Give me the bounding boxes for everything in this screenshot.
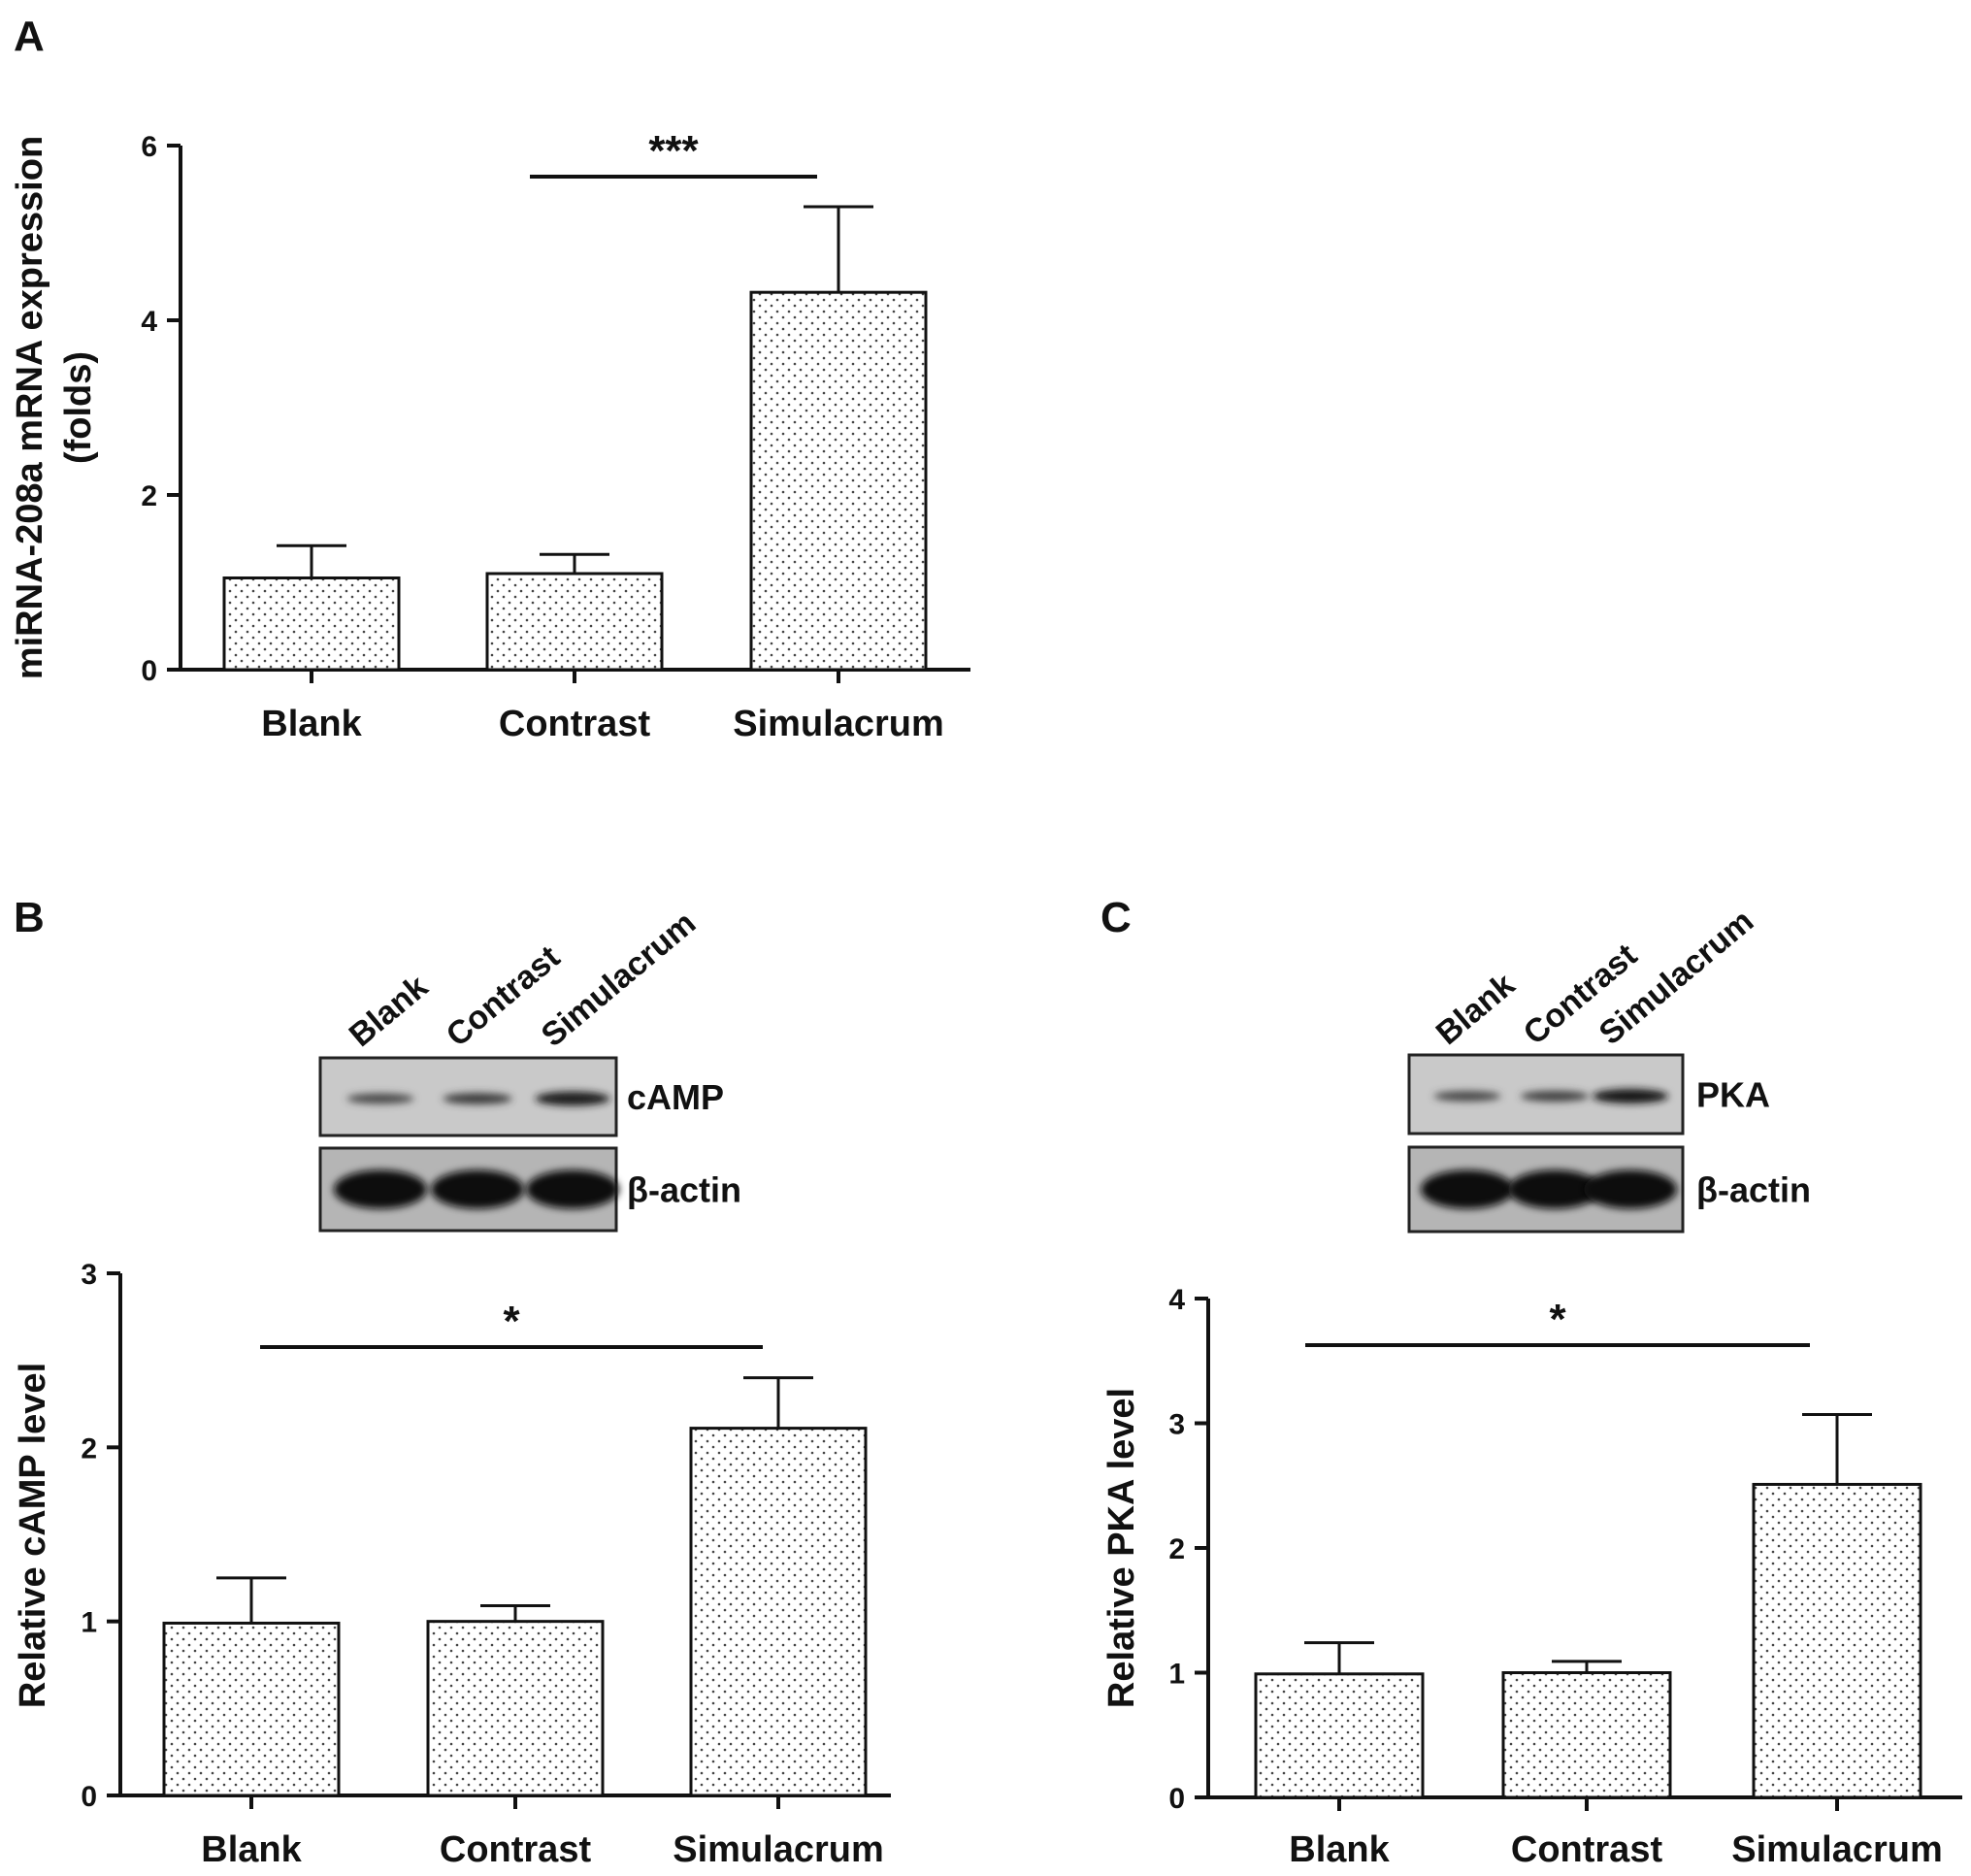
- x-category-label: Contrast: [499, 704, 651, 744]
- y-axis-label: Relative cAMP level: [13, 1363, 53, 1708]
- panel-letter-b: B: [14, 894, 45, 941]
- panel-b-chart: 0 1 2 3 Blank Contrast Simulacrum Relative cAMP…: [13, 1259, 891, 1870]
- y-tick-label: 0: [1168, 1783, 1185, 1815]
- bar-blank: [162, 1621, 341, 1797]
- bar-blank: [1254, 1672, 1425, 1799]
- blot-target-band: [443, 1093, 512, 1104]
- x-category-label: Blank: [201, 1829, 302, 1870]
- y-tick-label: 4: [141, 306, 157, 338]
- blot-lane-label: Blank: [343, 968, 435, 1054]
- blot-control-band: [334, 1169, 427, 1209]
- x-category-label: Blank: [261, 704, 362, 744]
- y-tick-label: 1: [81, 1607, 97, 1639]
- blot-target-band: [1433, 1091, 1501, 1102]
- blot-control-band: [1584, 1169, 1677, 1209]
- blot-control-band: [526, 1169, 619, 1209]
- y-tick-label: 3: [1168, 1409, 1185, 1441]
- y-tick-label: 2: [81, 1432, 97, 1465]
- significance-label: *: [1549, 1296, 1566, 1343]
- bar-blank: [222, 576, 401, 672]
- x-category-label: Simulacrum: [673, 1829, 884, 1870]
- blot-lane-label: Simulacrum: [535, 905, 704, 1054]
- x-category-label: Contrast: [1511, 1829, 1663, 1870]
- x-category-label: Blank: [1289, 1829, 1390, 1870]
- blot-target-name: cAMP: [627, 1077, 724, 1117]
- bar-contrast: [485, 572, 664, 672]
- panel-letter-a: A: [14, 13, 45, 60]
- y-tick-label: 1: [1168, 1659, 1185, 1691]
- x-category-label: Simulacrum: [1731, 1829, 1943, 1870]
- bar-simulacrum: [749, 290, 928, 672]
- blot-control-name: β-actin: [1696, 1170, 1811, 1210]
- y-axis-label: Relative PKA level: [1101, 1388, 1142, 1708]
- blot-control-name: β-actin: [627, 1170, 741, 1210]
- blot-lane-label: Blank: [1429, 966, 1522, 1052]
- panel-c-chart: 0 1 2 3 4 Blank Contrast Simulacrum Relative PKA…: [1101, 1284, 1962, 1870]
- panel-a-chart: 0 2 4 6 Blank Contrast Simulacrum miRNA-208a mR…: [10, 127, 970, 744]
- y-tick-label: 0: [141, 655, 157, 687]
- y-axis-label: miRNA-208a mRNA expression: [10, 136, 50, 679]
- y-axis-label: (folds): [58, 351, 99, 464]
- y-tick-label: 2: [141, 480, 157, 512]
- significance-label: *: [503, 1298, 520, 1345]
- blot-target-band: [1593, 1089, 1668, 1103]
- bar-simulacrum: [1752, 1482, 1922, 1799]
- bar-simulacrum: [689, 1427, 868, 1797]
- bar-contrast: [1501, 1671, 1672, 1799]
- y-tick-label: 6: [141, 131, 157, 163]
- x-category-label: Contrast: [440, 1829, 592, 1870]
- x-category-label: Simulacrum: [733, 704, 944, 744]
- blot-target-band: [346, 1093, 414, 1104]
- significance-label: ***: [648, 127, 699, 175]
- panel-letter-c: C: [1100, 894, 1132, 941]
- y-tick-label: 4: [1168, 1284, 1185, 1316]
- bar-contrast: [426, 1620, 605, 1797]
- blot-control-band: [431, 1169, 524, 1209]
- blot-target-name: PKA: [1696, 1075, 1770, 1115]
- blot-control-band: [1421, 1169, 1514, 1209]
- blot-target-band: [1521, 1091, 1589, 1102]
- y-tick-label: 3: [81, 1259, 97, 1291]
- blot-control-band: [1508, 1169, 1601, 1209]
- y-tick-label: 2: [1168, 1533, 1185, 1565]
- y-tick-label: 0: [81, 1781, 97, 1813]
- blot-target-band: [535, 1091, 610, 1106]
